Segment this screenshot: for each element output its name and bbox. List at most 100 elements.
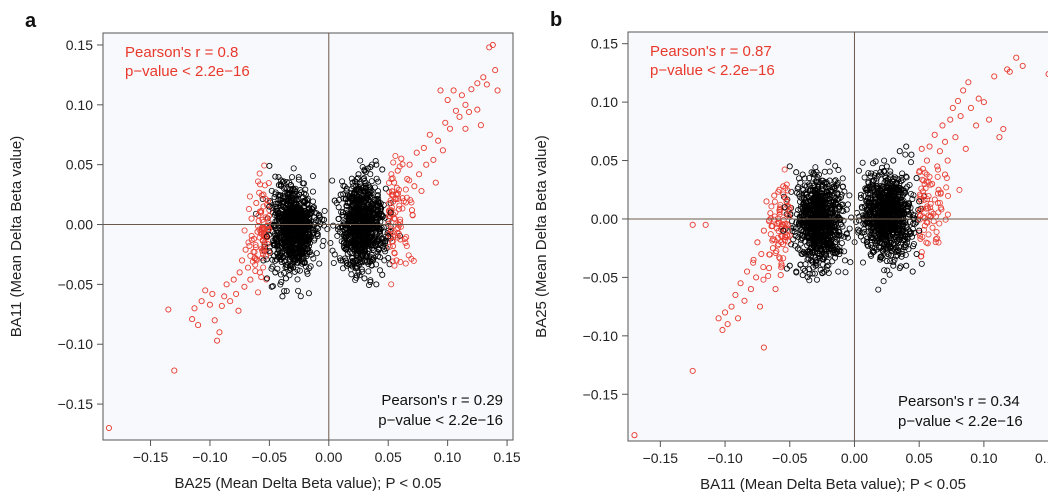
data-point: [105, 424, 112, 432]
data-point: [290, 264, 297, 271]
data-point: [753, 274, 760, 281]
data-point-dense: [899, 206, 906, 213]
data-point: [760, 227, 767, 234]
data-point-dense: [829, 258, 836, 265]
data-point-dense: [365, 260, 372, 267]
data-point-dense: [881, 267, 888, 274]
data-point-dense: [888, 189, 895, 196]
data-point-dense: [382, 248, 389, 255]
data-point-fringe: [247, 252, 254, 259]
data-point-dense: [362, 194, 369, 201]
data-point: [806, 266, 813, 273]
panel-a: −0.15 −0.10 −0.05 0.00 0.05 0.10 0.15 −0.15 −0.1…: [8, 10, 521, 492]
data-point: [252, 254, 259, 262]
data-point-fringe: [766, 217, 773, 224]
data-point-dense: [315, 225, 322, 232]
data-point-fringe: [925, 193, 932, 200]
data-point: [952, 134, 959, 141]
data-point-dense: [873, 214, 880, 221]
data-point-dense: [288, 199, 295, 206]
data-point-fringe: [918, 185, 925, 192]
data-point-dense: [890, 208, 897, 215]
data-point-dense: [344, 250, 351, 257]
data-point: [741, 297, 748, 304]
data-point-dense: [899, 176, 906, 183]
x-tick-label: −0.05: [772, 450, 808, 466]
data-point-dense: [878, 253, 885, 260]
data-point-dense: [802, 219, 809, 226]
data-point-dense: [892, 197, 899, 204]
data-point-dense: [357, 255, 364, 262]
data-point-dense: [875, 172, 882, 179]
data-point-dense: [353, 206, 360, 213]
data-point: [947, 116, 954, 123]
correlation-annotation-red: Pearson's r = 0.8: [125, 44, 238, 61]
data-point-dense: [868, 252, 875, 259]
data-point: [462, 101, 469, 108]
data-point-dense: [272, 257, 279, 264]
data-point-dense: [306, 265, 313, 272]
correlation-annotation-black: Pearson's r = 0.34: [898, 393, 1020, 410]
data-point: [477, 122, 484, 129]
data-point-fringe: [920, 177, 927, 184]
data-point-dense: [287, 202, 294, 209]
data-point-dense: [349, 214, 356, 221]
series-red: [631, 54, 1048, 439]
data-point: [272, 173, 279, 180]
data-point: [474, 106, 481, 113]
data-point: [896, 148, 903, 155]
data-point-dense: [816, 201, 823, 208]
data-point: [913, 175, 920, 182]
data-point-dense: [813, 259, 820, 266]
data-point-fringe: [390, 159, 397, 166]
x-tick-label: −0.15: [643, 450, 679, 466]
panel-b: −0.15 −0.10 −0.05 0.00 0.05 0.10 0.15 −0.15 −0.1…: [533, 9, 1048, 493]
data-point-dense: [378, 211, 385, 218]
data-point-fringe: [945, 192, 952, 199]
data-point: [843, 206, 850, 213]
data-point-dense: [366, 258, 373, 265]
data-point-dense: [790, 236, 797, 243]
data-point-fringe: [782, 246, 789, 253]
data-point-dense: [806, 277, 813, 284]
data-point-dense: [839, 223, 846, 230]
data-point-dense: [868, 170, 875, 177]
data-point-fringe: [266, 213, 273, 220]
data-point-dense: [905, 211, 912, 218]
data-point-dense: [365, 247, 372, 254]
data-point-dense: [863, 239, 870, 246]
data-point-dense: [911, 220, 918, 227]
data-point: [903, 262, 910, 269]
data-point: [944, 157, 951, 164]
data-point-dense: [900, 237, 907, 244]
data-point: [750, 256, 757, 263]
data-point: [389, 243, 397, 250]
data-point: [936, 148, 943, 155]
data-point: [631, 432, 638, 439]
data-point-dense: [835, 215, 842, 222]
data-point: [432, 179, 439, 186]
x-axis-label: BA25 (Mean Delta Beta value); P < 0.05: [175, 475, 442, 492]
data-point-dense: [896, 227, 903, 234]
data-point-dense: [896, 237, 903, 244]
data-point: [406, 161, 413, 168]
data-point-fringe: [393, 191, 400, 198]
data-point: [387, 209, 394, 216]
data-point: [373, 161, 380, 168]
data-point-dense: [277, 281, 284, 288]
data-point: [191, 305, 198, 312]
data-point: [258, 209, 265, 216]
data-point-dense: [340, 209, 347, 216]
data-point-fringe: [260, 264, 267, 271]
data-point-dense: [859, 259, 866, 266]
data-point-dense: [281, 222, 288, 229]
data-point-dense: [821, 210, 828, 217]
data-point-dense: [375, 188, 382, 195]
data-point-fringe: [933, 228, 940, 235]
data-point-fringe: [245, 239, 252, 246]
data-point-dense: [804, 274, 811, 281]
data-point: [864, 186, 871, 193]
data-point-dense: [804, 232, 811, 239]
data-point-dense: [880, 278, 887, 285]
data-point-dense: [300, 243, 307, 250]
